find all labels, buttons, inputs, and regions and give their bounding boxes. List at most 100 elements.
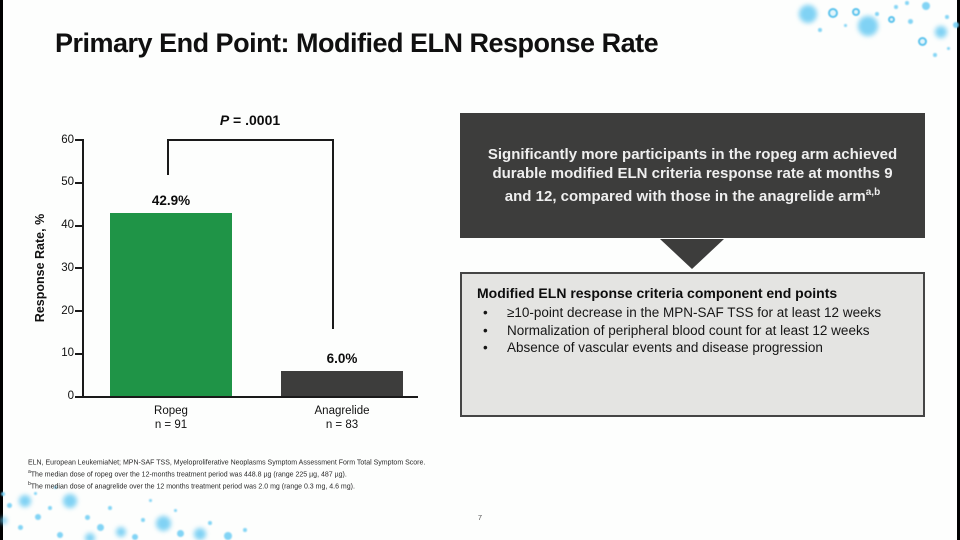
y-tick-label-0: 0	[67, 390, 74, 402]
bubble-icon	[907, 18, 913, 24]
bubble-icon	[946, 46, 950, 50]
bubble-icon	[141, 518, 145, 522]
p-value-annotation: P = .0001	[180, 112, 320, 128]
footnote-abbreviations: ELN, European LeukemiaNet; MPN-SAF TSS, …	[28, 456, 548, 468]
bubble-icon	[85, 533, 95, 540]
bubble-icon	[933, 53, 937, 57]
bar-label: Ropeg	[154, 404, 188, 417]
y-axis-line	[82, 139, 84, 398]
bubble-icon	[96, 523, 104, 531]
endpoints-box: Modified ELN response criteria component…	[460, 272, 925, 417]
footnote-anagrelide-dose: bThe median dose of anagrelide over the …	[28, 480, 548, 492]
bubble-icon	[818, 28, 822, 32]
bubble-icon	[33, 491, 37, 495]
bar-category-anagrelide: Anagrelide n = 83	[272, 404, 412, 432]
bubble-icon	[852, 8, 860, 16]
bar-label: Anagrelide	[314, 404, 370, 417]
y-tick-mark-30	[75, 267, 82, 270]
bubble-icon	[935, 26, 947, 38]
bubble-icon	[194, 528, 206, 540]
y-tick-label-30: 30	[61, 261, 74, 274]
endpoint-bullet-3-text: Absence of vascular events and disease p…	[507, 340, 823, 355]
endpoint-bullet-1-text: ≥10-point decrease in the MPN-SAF TSS fo…	[507, 305, 882, 320]
y-tick-mark-20	[75, 310, 82, 312]
bubble-icon	[17, 524, 23, 530]
bubble-icon	[57, 532, 63, 538]
bubble-icon	[875, 12, 879, 16]
bubble-icon	[132, 534, 138, 540]
p-value-number: = .0001	[229, 112, 281, 128]
bar-n-count: n = 83	[325, 418, 359, 431]
y-tick-mark-50	[75, 181, 82, 184]
right-edge-strip	[957, 0, 960, 540]
bubble-icon	[208, 521, 212, 525]
bubble-icon	[1, 492, 5, 496]
y-tick-mark-60	[75, 139, 82, 141]
insight-text: Significantly more participants in the r…	[480, 145, 905, 206]
endpoints-box-title: Modified ELN response criteria component…	[477, 285, 838, 301]
insight-text-body: Significantly more participants in the r…	[487, 146, 898, 205]
bubble-icon	[858, 16, 878, 36]
x-axis-line	[82, 396, 418, 398]
y-tick-label-60: 60	[61, 133, 74, 146]
endpoint-bullet-2-text: Normalization of peripheral blood count …	[507, 322, 870, 338]
footnote-3-sup: b	[28, 480, 31, 487]
bubble-icon	[0, 516, 7, 524]
bubble-icon	[894, 5, 898, 9]
bubble-icon	[48, 506, 52, 510]
endpoint-bullet-2: Normalization of peripheral blood count …	[477, 322, 908, 340]
y-tick-label-10: 10	[61, 347, 74, 360]
bubble-icon	[6, 502, 12, 508]
footnote-2-text: The median dose of ropeg over the 12-mon…	[30, 471, 347, 479]
bubble-icon	[905, 1, 909, 5]
insight-superscript: a,b	[865, 187, 881, 198]
y-tick-label-20: 20	[61, 304, 74, 317]
p-value-symbol: P	[219, 112, 230, 128]
bubble-icon	[799, 5, 817, 23]
bubble-icon	[53, 485, 57, 489]
bubble-icon	[224, 532, 232, 540]
significance-bracket-right-leg	[332, 139, 334, 329]
y-tick-label-40: 40	[61, 219, 74, 231]
footnote-ropeg-dose: aThe median dose of ropeg over the 12-mo…	[28, 468, 548, 480]
bubble-icon	[116, 527, 126, 537]
endpoint-bullet-3: Absence of vascular events and disease p…	[477, 339, 908, 357]
footnote-1-text: ELN, European LeukemiaNet; MPN-SAF TSS, …	[28, 459, 426, 467]
y-tick-mark-40	[75, 224, 82, 227]
bar-n-count: n = 91	[154, 418, 188, 431]
bubble-icon	[945, 15, 949, 19]
bar-category-ropeg: Ropeg n = 91	[101, 404, 241, 432]
bubble-icon	[19, 495, 31, 507]
y-tick-label-50: 50	[61, 176, 74, 189]
y-tick-mark-10	[75, 352, 82, 355]
down-arrow-icon	[660, 239, 724, 269]
bubble-icon	[176, 529, 184, 537]
endpoint-bullet-1: ≥10-point decrease in the MPN-SAF TSS fo…	[477, 304, 908, 322]
bubble-icon	[243, 528, 247, 532]
bubble-icon	[887, 15, 895, 23]
bubble-icon	[828, 8, 838, 18]
bar-value-anagrelide: 6.0%	[326, 350, 358, 366]
bubble-icon	[843, 23, 847, 27]
bubble-icon	[922, 2, 930, 10]
left-edge-strip	[0, 0, 3, 540]
bubble-icon	[953, 22, 959, 28]
footnote-2-sup: a	[28, 468, 31, 475]
footnote-3-text: The median dose of anagrelide over the 1…	[30, 482, 355, 490]
bubble-icon	[917, 36, 927, 46]
bubble-icon	[108, 506, 112, 510]
bubble-icon	[63, 494, 77, 508]
y-tick-mark-0	[75, 395, 82, 398]
bar-value-ropeg: 42.9%	[151, 193, 191, 209]
footnotes: ELN, European LeukemiaNet; MPN-SAF TSS, …	[28, 456, 548, 491]
bubble-icon	[173, 508, 177, 512]
bubble-icon	[155, 515, 171, 531]
bubble-icon	[148, 498, 152, 502]
slide-title: Primary End Point: Modified ELN Response…	[55, 28, 659, 58]
page-number: 7	[477, 513, 483, 522]
bar-ropeg	[110, 213, 232, 397]
bubble-icon	[35, 514, 41, 520]
significance-bracket-top	[167, 139, 334, 141]
bar-anagrelide	[281, 370, 403, 397]
